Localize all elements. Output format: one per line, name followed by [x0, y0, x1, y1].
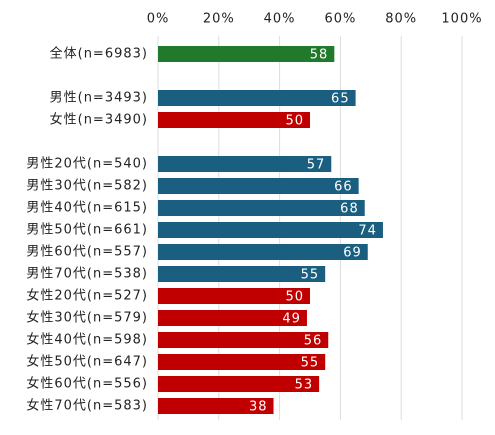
- bar: [158, 46, 335, 62]
- x-tick-label: 60%: [324, 12, 356, 27]
- x-tick-label: 100%: [441, 12, 482, 27]
- value-label: 66: [334, 180, 353, 195]
- value-label: 68: [340, 202, 359, 217]
- value-label: 55: [301, 356, 320, 371]
- bar: [158, 200, 365, 216]
- y-tick-label: 男性(n=3493): [50, 91, 148, 106]
- y-tick-label: 女性40代(n=598): [26, 332, 148, 348]
- bar: [158, 354, 326, 370]
- bar: [158, 376, 320, 392]
- bar: [158, 90, 356, 106]
- y-tick-label: 女性70代(n=583): [26, 398, 148, 414]
- y-tick-label: 男性30代(n=582): [26, 179, 148, 194]
- value-label: 74: [358, 224, 377, 239]
- x-tick-label: 40%: [264, 12, 296, 27]
- y-tick-label: 女性20代(n=527): [26, 288, 148, 304]
- value-label: 55: [301, 268, 320, 283]
- bar: [158, 156, 332, 172]
- value-label: 58: [310, 48, 329, 63]
- bar: [158, 398, 274, 414]
- value-label: 56: [304, 334, 323, 349]
- value-label: 57: [307, 158, 326, 173]
- bar: [158, 332, 329, 348]
- y-tick-label: 女性60代(n=556): [26, 376, 148, 392]
- value-label: 53: [295, 378, 314, 393]
- y-tick-label: 男性20代(n=540): [26, 157, 148, 172]
- y-tick-label: 女性(n=3490): [50, 112, 148, 128]
- y-tick-label: 男性70代(n=538): [26, 267, 148, 282]
- bar: [158, 310, 307, 326]
- x-tick-label: 80%: [385, 12, 417, 27]
- y-tick-label: 男性40代(n=615): [26, 201, 148, 216]
- x-tick-label: 20%: [203, 12, 235, 27]
- y-tick-label: 女性50代(n=647): [26, 354, 148, 370]
- x-tick-label: 0%: [147, 12, 170, 27]
- value-label: 38: [249, 400, 268, 415]
- value-label: 69: [343, 246, 362, 261]
- value-label: 50: [285, 290, 304, 305]
- value-label: 65: [331, 92, 350, 107]
- bar: [158, 178, 359, 194]
- bar: [158, 222, 383, 238]
- bar: [158, 244, 368, 260]
- y-tick-label: 女性30代(n=579): [26, 310, 148, 326]
- value-label: 49: [282, 312, 301, 327]
- y-tick-label: 男性60代(n=557): [26, 245, 148, 260]
- bar: [158, 112, 310, 128]
- bar: [158, 266, 326, 282]
- value-label: 50: [285, 114, 304, 129]
- y-tick-label: 全体(n=6983): [50, 46, 148, 62]
- y-tick-label: 男性50代(n=661): [26, 223, 148, 238]
- bar: [158, 288, 310, 304]
